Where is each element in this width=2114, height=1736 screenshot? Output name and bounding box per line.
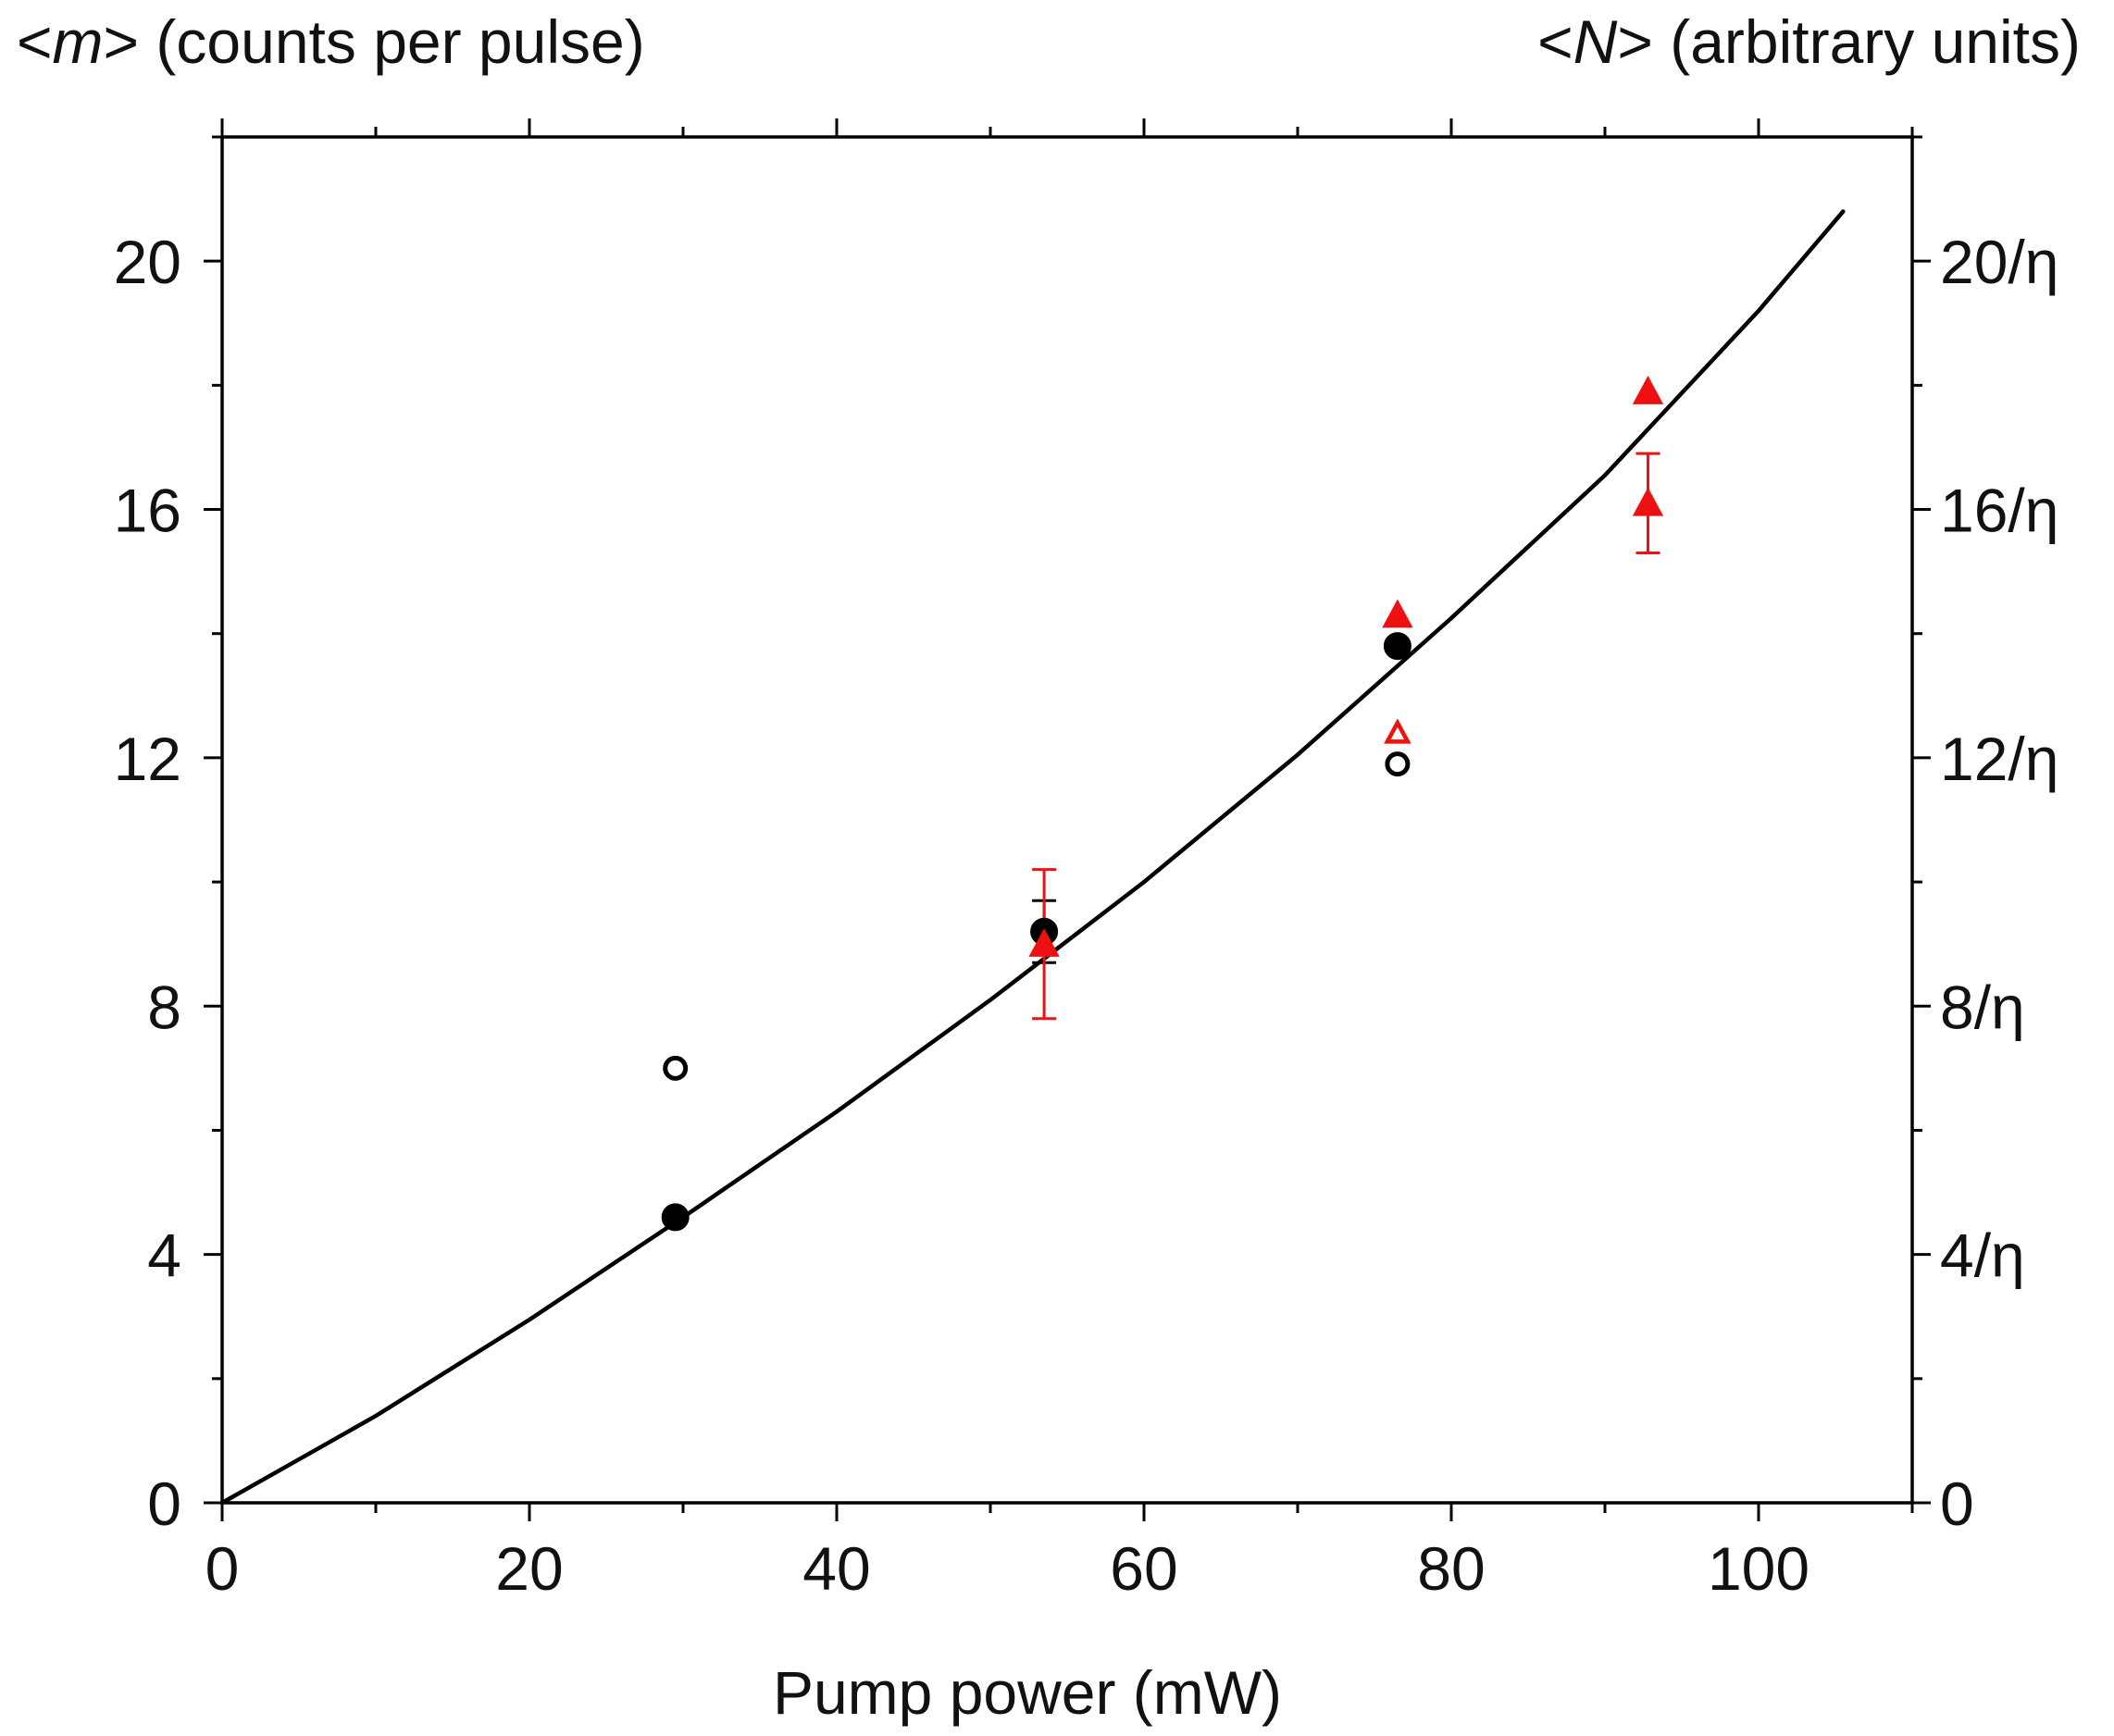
y-left-tick-label: 0 (147, 1469, 181, 1538)
fit-curve (219, 209, 1846, 1506)
x-tick-label: 60 (1110, 1534, 1177, 1603)
data-point-filled-triangle (1028, 928, 1060, 957)
left-y-axis-title: <m> (counts per pulse) (17, 7, 645, 76)
y-left-tick-label: 12 (114, 725, 181, 793)
data-point-filled-circle (1383, 632, 1411, 661)
x-tick-label: 20 (495, 1534, 563, 1603)
error-bars-group (1032, 452, 1660, 1021)
y-left-tick-label: 20 (114, 228, 181, 296)
y-right-tick-label: 8/η (1940, 973, 2025, 1041)
data-point-open-circle (663, 1055, 689, 1081)
left-y-axis-variable: m (53, 7, 104, 76)
x-tick-label: 40 (802, 1534, 870, 1603)
plot-area-border (220, 135, 1914, 1505)
x-tick-label: 80 (1417, 1534, 1485, 1603)
y-left-tick-label: 8 (147, 973, 181, 1041)
x-axis-title: Pump power (mW) (773, 1658, 1282, 1727)
left-y-axis-units: (counts per pulse) (155, 7, 644, 76)
right-y-axis-variable: N (1573, 7, 1618, 76)
plot-frame-group (220, 135, 1914, 1505)
data-point-filled-triangle (1382, 599, 1413, 628)
right-y-axis-units: (arbitrary units) (1670, 7, 2081, 76)
markers-group (661, 375, 1664, 1232)
data-point-filled-triangle (1632, 487, 1664, 516)
right-y-axis-title: <N> (arbitrary units) (1537, 7, 2081, 76)
y-left-tick-label: 16 (114, 477, 181, 545)
data-point-filled-triangle (1632, 375, 1664, 404)
data-point-filled-circle (661, 1203, 690, 1232)
y-right-tick-label: 16/η (1940, 477, 2058, 545)
x-tick-label: 100 (1708, 1534, 1809, 1603)
x-tick-label: 0 (205, 1534, 240, 1603)
y-right-tick-label: 0 (1940, 1469, 1974, 1538)
y-right-tick-label: 12/η (1940, 725, 2058, 793)
y-right-tick-label: 4/η (1940, 1221, 2025, 1290)
data-point-open-circle (1385, 751, 1411, 777)
y-right-tick-label: 20/η (1940, 228, 2058, 296)
y-left-tick-label: 4 (147, 1221, 181, 1290)
data-point-open-triangle (1384, 718, 1411, 744)
fit-line-group (219, 209, 1846, 1506)
